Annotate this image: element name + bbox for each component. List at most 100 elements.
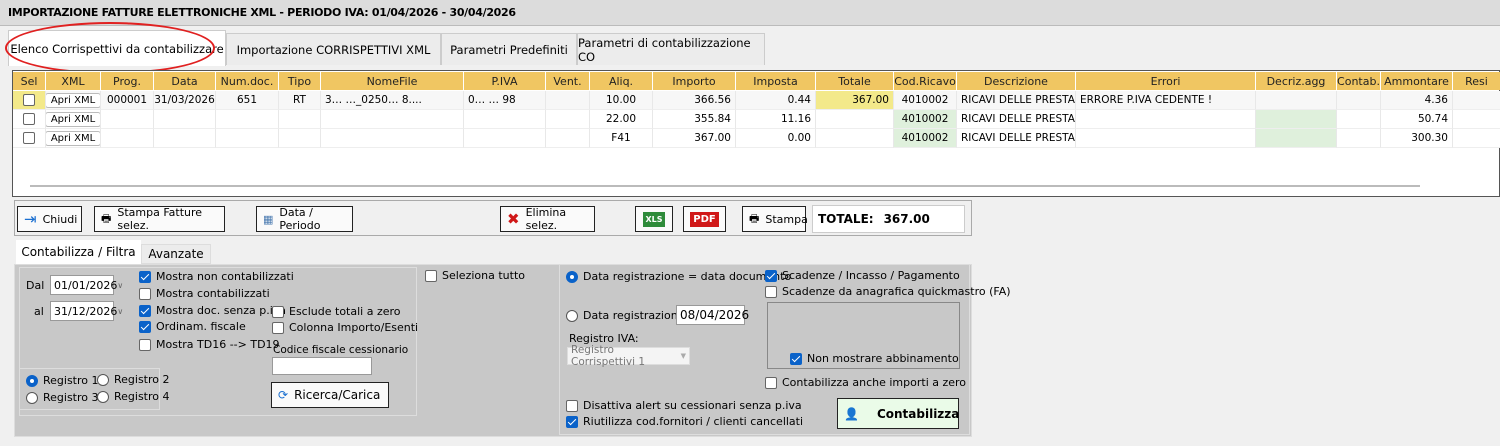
column-header[interactable]: Ammontare bbox=[1381, 72, 1453, 90]
column-header[interactable]: XML bbox=[46, 72, 101, 90]
subtab-contabilizza-filtra[interactable]: Contabilizza / Filtra bbox=[16, 240, 141, 264]
column-header[interactable]: Decriz.agg bbox=[1256, 72, 1337, 90]
cell-ammontare: 300.30 bbox=[1381, 129, 1453, 148]
scadenze-checkbox[interactable]: Scadenze / Incasso / Pagamento bbox=[765, 269, 960, 282]
ricerca-carica-button[interactable]: ⟳ Ricerca/Carica bbox=[271, 382, 389, 408]
column-header[interactable]: Num.doc. bbox=[216, 72, 279, 90]
stampa-label: Stampa bbox=[765, 212, 808, 226]
filter-checkbox-label: Mostra non contabilizzati bbox=[156, 270, 294, 283]
filter-checkbox[interactable]: Ordinam. fiscale bbox=[139, 320, 246, 333]
horizontal-scrollbar[interactable] bbox=[30, 185, 1420, 187]
codice-fiscale-input[interactable] bbox=[272, 357, 372, 375]
elimina-button[interactable]: ✖ Elimina selez. bbox=[500, 206, 595, 232]
row-select-checkbox[interactable] bbox=[13, 129, 46, 148]
dal-date-picker[interactable]: 01/01/2026 ∨ bbox=[50, 275, 123, 295]
column-header[interactable]: Descrizione bbox=[957, 72, 1076, 90]
data-documento-radio[interactable]: Data registrazione = data documento bbox=[566, 270, 791, 283]
data-registrazione-input[interactable]: 08/04/2026 bbox=[676, 305, 749, 325]
exit-door-icon: ⇥ bbox=[24, 210, 37, 228]
column-header[interactable]: Cod.Ricavo bbox=[894, 72, 957, 90]
tab-parametri-predefiniti[interactable]: Parametri Predefiniti bbox=[441, 33, 577, 65]
row-select-checkbox[interactable] bbox=[13, 110, 46, 129]
codice-fiscale-label: Codice fiscale cessionario bbox=[273, 344, 409, 356]
stampa-fatture-button[interactable]: 🖶 Stampa Fatture selez. bbox=[94, 206, 225, 232]
cell-vent bbox=[546, 91, 590, 110]
totale-display: TOTALE: 367.00 bbox=[812, 205, 965, 233]
cell-descrizione: RICAVI DELLE PRESTA... bbox=[957, 110, 1076, 129]
tab-importazione-xml[interactable]: Importazione CORRISPETTIVI XML bbox=[226, 33, 441, 65]
registro-3-radio[interactable]: Registro 3 bbox=[26, 391, 99, 404]
filter-checkbox[interactable]: Mostra non contabilizzati bbox=[139, 270, 294, 283]
column-header[interactable]: Resi bbox=[1453, 72, 1500, 90]
anche-zero-checkbox[interactable]: Contabilizza anche importi a zero bbox=[765, 376, 966, 389]
column-header[interactable]: Aliq. bbox=[590, 72, 653, 90]
cell-piva bbox=[464, 110, 546, 129]
registro-1-radio[interactable]: Registro 1 bbox=[26, 374, 99, 387]
elimina-label: Elimina selez. bbox=[525, 206, 567, 232]
riutilizza-label: Riutilizza cod.fornitori / clienti cance… bbox=[583, 415, 804, 428]
cell-ammontare: 4.36 bbox=[1381, 91, 1453, 110]
filter-checkbox[interactable]: Mostra doc. senza p.iva bbox=[139, 304, 286, 317]
apri-xml-button[interactable]: Apri XML bbox=[46, 91, 101, 110]
seleziona-tutto-checkbox[interactable]: Seleziona tutto bbox=[425, 269, 525, 282]
column-header[interactable]: Prog. bbox=[101, 72, 154, 90]
stampa-button[interactable]: 🖶 Stampa bbox=[742, 206, 808, 232]
tab-parametri-contabilizzazione[interactable]: Parametri di contabilizzazione CO bbox=[577, 33, 765, 65]
non-mostrare-checkbox[interactable]: Non mostrare abbinamento bbox=[790, 352, 959, 365]
column-header[interactable]: Vent. bbox=[546, 72, 590, 90]
column-header[interactable]: Contab. bbox=[1337, 72, 1381, 90]
cell-aliq: 10.00 bbox=[590, 91, 653, 110]
apri-xml-label: Apri XML bbox=[46, 92, 100, 108]
contabilizza-button[interactable]: 👤 Contabilizza bbox=[837, 398, 959, 429]
cell-codricavo: 4010002 bbox=[894, 110, 957, 129]
row-select-checkbox[interactable] bbox=[13, 91, 46, 110]
column-header[interactable]: Imposta bbox=[736, 72, 816, 90]
checkbox-box bbox=[765, 376, 777, 389]
registro-iva-select[interactable]: Registro Corrispettivi 1 ▼ bbox=[567, 344, 690, 368]
checkbox-box bbox=[790, 352, 802, 365]
registro-2-radio[interactable]: Registro 2 bbox=[97, 373, 170, 386]
totale-label: TOTALE: bbox=[818, 212, 874, 226]
esclude-totali-checkbox[interactable]: Esclude totali a zero bbox=[272, 305, 401, 318]
column-header[interactable]: Tipo bbox=[279, 72, 321, 90]
scadenze-fa-checkbox[interactable]: Scadenze da anagrafica quickmastro (FA) bbox=[765, 285, 1011, 298]
cell-codricavo: 4010002 bbox=[894, 91, 957, 110]
registro-4-radio[interactable]: Registro 4 bbox=[97, 390, 170, 403]
apri-xml-button[interactable]: Apri XML bbox=[46, 110, 101, 129]
riutilizza-checkbox[interactable]: Riutilizza cod.fornitori / clienti cance… bbox=[566, 415, 803, 428]
checkbox-box bbox=[23, 94, 35, 106]
column-header[interactable]: Errori bbox=[1076, 72, 1256, 90]
cell-nomefile: 3… …_0250… 8.... bbox=[321, 91, 464, 110]
column-header[interactable]: Data bbox=[154, 72, 216, 90]
column-header[interactable]: Totale bbox=[816, 72, 894, 90]
apri-xml-label: Apri XML bbox=[46, 111, 100, 127]
export-xls-button[interactable]: XLS bbox=[635, 206, 673, 232]
data-periodo-button[interactable]: ▦ Data / Periodo bbox=[256, 206, 353, 232]
column-header[interactable]: Importo bbox=[653, 72, 736, 90]
column-header[interactable]: NomeFile bbox=[321, 72, 464, 90]
colonna-importo-checkbox[interactable]: Colonna Importo/Esenti bbox=[272, 321, 418, 334]
column-header[interactable]: Sel bbox=[13, 72, 46, 90]
corrispettivi-grid[interactable]: Sel XML Prog. Data Num.doc. Tipo NomeFile P.IVA… bbox=[12, 70, 1500, 197]
filter-checkbox[interactable]: Mostra contabilizzati bbox=[139, 287, 270, 300]
subtab-avanzate[interactable]: Avanzate bbox=[141, 244, 211, 264]
chiudi-button[interactable]: ⇥ Chiudi bbox=[17, 206, 82, 232]
column-header[interactable]: P.IVA bbox=[464, 72, 546, 90]
cell-numdoc bbox=[216, 129, 279, 148]
data-fissa-radio[interactable]: Data registrazione = bbox=[566, 309, 697, 322]
export-pdf-button[interactable]: PDF bbox=[683, 206, 726, 232]
xls-icon: XLS bbox=[643, 211, 665, 227]
apri-xml-button[interactable]: Apri XML bbox=[46, 129, 101, 148]
esclude-label: Esclude totali a zero bbox=[289, 305, 401, 318]
cell-tipo bbox=[279, 129, 321, 148]
dal-label: Dal bbox=[26, 279, 45, 292]
cell-codricavo: 4010002 bbox=[894, 129, 957, 148]
al-date-picker[interactable]: 31/12/2026 ∨ bbox=[50, 301, 123, 321]
radio-dot bbox=[97, 373, 109, 386]
disattiva-alert-checkbox[interactable]: Disattiva alert su cessionari senza p.iv… bbox=[566, 399, 802, 412]
cell-nomefile bbox=[321, 110, 464, 129]
filter-checkbox[interactable]: Mostra TD16 --> TD19 bbox=[139, 338, 280, 351]
checkbox-box bbox=[566, 415, 578, 428]
scadenze-fa-label: Scadenze da anagrafica quickmastro (FA) bbox=[782, 285, 1011, 298]
checkbox-box bbox=[139, 287, 151, 300]
